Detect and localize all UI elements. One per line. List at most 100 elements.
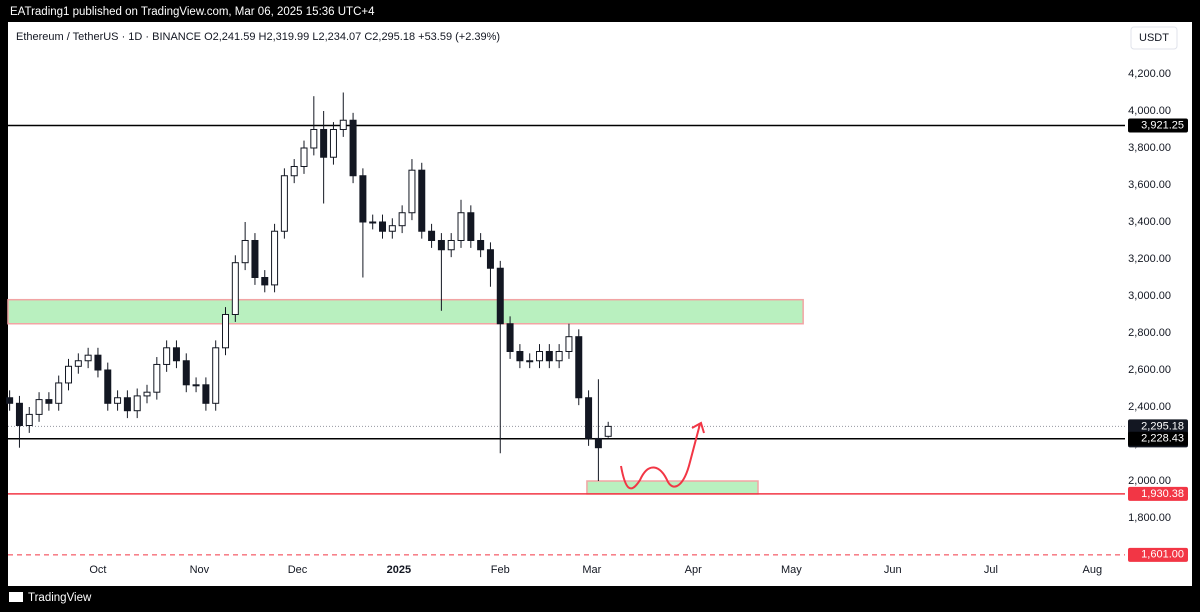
candle-body: [369, 221, 377, 224]
candle-body: [172, 347, 180, 362]
x-tick-label: Apr: [685, 564, 702, 576]
candle-body: [565, 336, 573, 352]
candle-body: [280, 175, 288, 232]
candle-body: [516, 350, 524, 362]
y-tick-label: 3,600.00: [1128, 179, 1171, 191]
candle-body: [545, 350, 553, 362]
candle-body: [163, 347, 171, 365]
candle-body: [74, 360, 82, 367]
candle-body: [182, 360, 190, 386]
candle-body: [143, 391, 151, 397]
candle-body: [241, 239, 249, 264]
candle-body: [65, 365, 73, 384]
candle-body: [222, 313, 230, 349]
annotation-path: [620, 421, 705, 490]
projection-curve: [620, 423, 701, 490]
candle-body: [349, 119, 357, 177]
candle-body: [320, 128, 328, 158]
candle-body: [339, 119, 347, 130]
x-tick-label: 2025: [387, 564, 411, 576]
level-label-box: [1128, 118, 1188, 133]
symbol-legend: Ethereum / TetherUS · 1D · BINANCE O2,24…: [16, 31, 500, 43]
candle-body: [25, 413, 33, 427]
footer-logo: TradingView: [9, 592, 92, 604]
y-tick-label: 2,000.00: [1128, 475, 1171, 487]
candle-body: [359, 175, 367, 223]
candle-body: [477, 239, 485, 251]
candle-body: [486, 249, 494, 269]
level-label: 3,921.25: [1141, 119, 1184, 131]
candle-body: [202, 384, 210, 404]
candle-body: [153, 363, 161, 393]
y-tick-label: 3,200.00: [1128, 253, 1171, 265]
axes: 1,800.002,000.002,200.002,400.002,600.00…: [89, 68, 1188, 580]
candle-body: [114, 397, 122, 404]
y-tick-label: 3,800.00: [1128, 142, 1171, 154]
level-label: 1,930.38: [1141, 488, 1184, 500]
y-tick-label: 4,200.00: [1128, 68, 1171, 80]
candle-body: [271, 230, 279, 286]
candle-body: [388, 225, 396, 232]
y-tick-label: 4,000.00: [1128, 105, 1171, 117]
candle-body: [251, 239, 259, 278]
level-label: 2,295.18: [1141, 420, 1184, 432]
candle-body: [594, 437, 602, 449]
level-label: 2,228.43: [1141, 433, 1184, 445]
candle-body: [55, 382, 63, 404]
candle-body: [104, 369, 112, 404]
candle-body: [398, 212, 406, 227]
x-tick-label: Aug: [1083, 564, 1103, 576]
candle-body: [604, 425, 612, 437]
candle-body: [506, 323, 514, 352]
x-tick-label: Jun: [884, 564, 902, 576]
x-tick-label: Nov: [190, 564, 210, 576]
candle-body: [192, 384, 200, 387]
x-tick-label: Mar: [582, 564, 601, 576]
currency-button[interactable]: [1130, 26, 1178, 50]
level-label-box: [1128, 431, 1188, 446]
levels: [8, 124, 1125, 556]
projection-arrowhead: [691, 421, 705, 434]
candle-body: [536, 350, 544, 362]
candle-body: [84, 354, 92, 362]
level-label-box: [1128, 486, 1188, 501]
candle-body: [94, 354, 102, 371]
logo-mark: [9, 592, 23, 602]
y-tick-label: 2,800.00: [1128, 327, 1171, 339]
y-tick-label: 3,000.00: [1128, 290, 1171, 302]
level-label: 1,601.00: [1141, 549, 1184, 561]
candle-body: [575, 336, 583, 399]
candle-body: [261, 276, 269, 286]
candle-body: [35, 399, 43, 415]
candle-body: [467, 212, 475, 241]
x-tick-label: Feb: [491, 564, 510, 576]
candle-body: [457, 212, 465, 241]
candles: [6, 92, 612, 482]
candle-body: [123, 397, 131, 412]
y-tick-label: 3,400.00: [1128, 216, 1171, 228]
x-tick-label: May: [781, 564, 802, 576]
level-label-box: [1128, 547, 1188, 562]
candle-body: [408, 169, 416, 214]
candle-body: [15, 402, 23, 426]
zones: [7, 298, 804, 495]
candle-body: [379, 221, 387, 232]
candle-body: [300, 147, 308, 167]
zone: [586, 480, 759, 495]
y-tick-label: 2,600.00: [1128, 364, 1171, 376]
candle-body: [437, 239, 445, 251]
candle-body: [585, 397, 593, 439]
candle-body: [428, 230, 436, 241]
candle-body: [555, 350, 563, 362]
zone: [7, 298, 804, 325]
candle-body: [133, 395, 141, 412]
y-tick-label: 2,400.00: [1128, 401, 1171, 413]
candle-body: [329, 128, 337, 158]
y-tick-label: 1,800.00: [1128, 512, 1171, 524]
footer-brand: TradingView: [28, 592, 92, 604]
candle-body: [310, 128, 318, 149]
x-tick-label: Dec: [288, 564, 308, 576]
candle-body: [231, 262, 239, 315]
